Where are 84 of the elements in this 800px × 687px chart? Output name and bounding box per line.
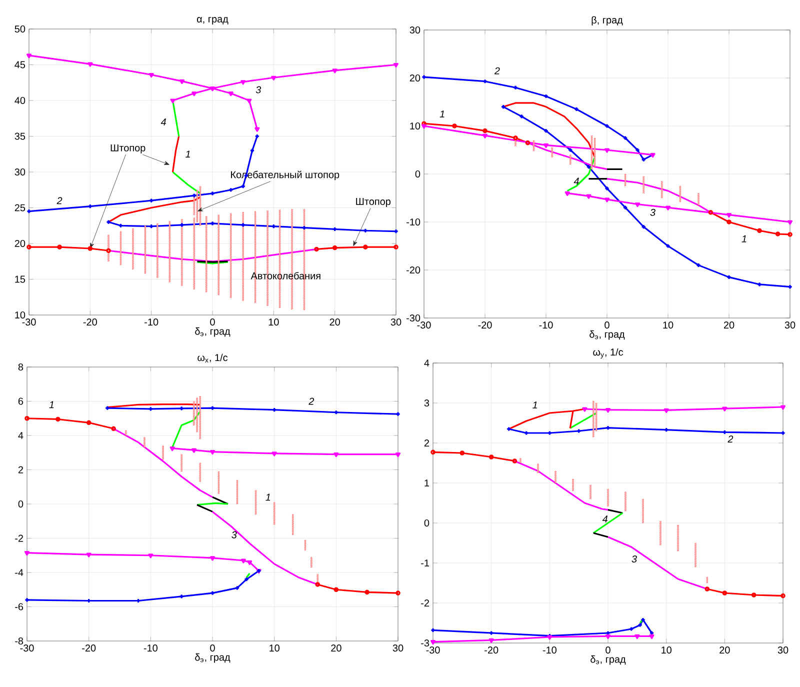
y-tick-label: 0 [424,519,430,527]
x-tick-label: -20 [82,644,96,652]
x-tick-label: 0 [604,322,610,329]
annotation: 1 [266,494,270,501]
x-tick-label: 10 [663,322,674,329]
y-tick-label: 20 [410,74,420,82]
chart-title: α, град [197,17,228,24]
y-tick-label: 30 [14,168,26,176]
x-tick-label: 30 [778,646,788,654]
x-tick-label: 0 [606,646,610,654]
annotation: 1 [532,402,538,408]
y-tick-label: -20 [406,266,420,274]
chart-title: ω$_{y}$, 1/с [593,348,624,358]
x-tick-label: 30 [784,322,796,329]
x-tick-label: 20 [331,644,342,652]
x-axis-title: δ$_{э}$, град [195,653,230,663]
y-tick-label: 0 [18,500,24,508]
annotation: 2 [56,197,62,204]
annotation: 4 [602,516,608,522]
annotation: Штопор [110,144,146,154]
x-tick-label: -20 [478,322,492,329]
y-tick-label: 1 [424,480,430,486]
annotation: 1 [186,150,190,158]
y-tick-label: -2 [15,534,23,542]
x-tick-label: 10 [268,318,279,326]
x-axis-title: δ$_{э}$, град [590,330,625,340]
y-tick-label: 2 [424,440,429,446]
x-tick-label: -20 [83,318,97,326]
y-tick-label: 10 [410,122,420,130]
y-tick-label: -8 [15,637,24,645]
x-tick-label: 30 [390,318,402,326]
annotation: 1 [440,110,444,118]
x-tick-label: -10 [539,322,553,329]
y-tick-label: -10 [406,218,420,226]
y-tick-label: 4 [18,432,24,439]
x-tick-label: 20 [330,318,340,326]
chart-title: ω$_{x}$, 1/с [198,354,228,362]
annotation: Штопор [356,198,390,207]
y-tick-label: 35 [14,132,26,140]
annotation: 4 [160,118,166,126]
annotation: 2 [308,398,314,405]
x-tick-label: 30 [392,644,404,652]
annotation: 2 [728,436,734,442]
annotation: 3 [256,86,262,94]
y-tick-label: 8 [18,363,24,371]
annotation: 1 [742,235,746,242]
y-tick-label: 25 [14,204,26,212]
annotation: 4 [574,178,579,185]
annotation: 1 [49,401,54,408]
y-tick-label: 0 [415,170,420,178]
y-tick-label: -4 [15,569,24,576]
annotation: 3 [232,531,237,538]
x-axis-title: δ$_{э}$, град [195,327,230,337]
chart-title: β, град [592,16,623,26]
x-tick-label: -10 [144,318,158,326]
x-tick-label: -10 [144,644,158,652]
annotation: 3 [632,555,637,563]
y-tick-label: 15 [15,276,26,283]
y-tick-label: 50 [14,25,26,33]
x-tick-label: 20 [720,646,730,654]
y-tick-label: 45 [14,61,26,68]
y-tick-label: 2 [18,466,23,474]
x-tick-label: 10 [662,646,672,654]
y-tick-label: 10 [15,311,26,319]
y-tick-label: -3 [421,639,430,647]
x-tick-label: -20 [484,646,498,654]
y-tick-label: 20 [14,240,26,248]
x-axis-title: δ$_{э}$, град [590,655,626,665]
y-tick-label: -6 [15,603,24,610]
y-tick-label: 3 [424,399,430,407]
y-tick-label: 4 [424,360,430,366]
y-tick-label: 6 [18,398,24,405]
x-tick-label: 10 [270,644,280,652]
x-tick-label: -10 [542,646,556,654]
annotation: 2 [494,67,500,74]
annotation: Автоколебания [250,272,320,280]
y-tick-label: -1 [421,560,430,566]
x-tick-label: 20 [724,322,734,329]
y-tick-label: -2 [421,600,429,606]
y-tick-label: 30 [410,26,420,34]
y-tick-label: 40 [14,96,26,104]
annotation: 3 [650,208,656,216]
x-tick-label: 0 [210,318,215,326]
x-tick-label: 0 [210,644,215,652]
